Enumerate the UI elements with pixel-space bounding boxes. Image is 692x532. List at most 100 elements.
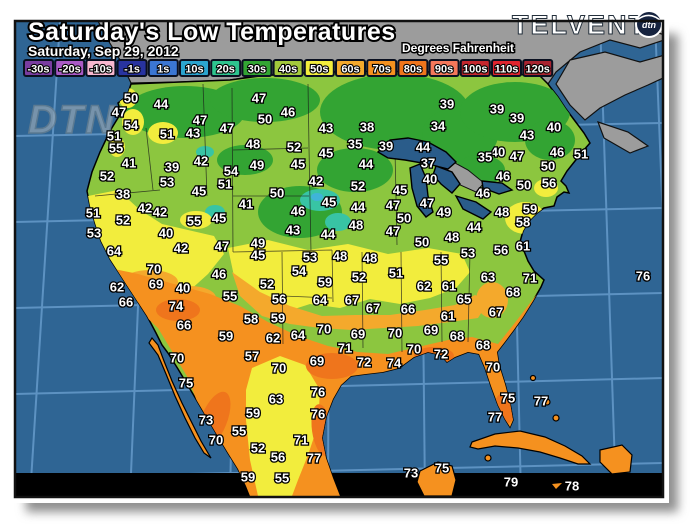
temp-label: 47 — [252, 91, 266, 106]
temp-label: 45 — [251, 248, 265, 263]
temp-label: 70 — [170, 351, 184, 366]
temp-label: 50 — [258, 112, 272, 127]
temp-label: 79 — [504, 475, 518, 490]
map-date: Saturday, Sep 29, 2012 — [28, 43, 179, 59]
dtn-watermark: DTN — [28, 98, 116, 142]
legend-chip-90s: 90s — [428, 59, 460, 77]
legend-chip-label: 70s — [373, 64, 391, 76]
temp-label: 44 — [467, 220, 482, 235]
temp-label: 51 — [574, 147, 588, 162]
temp-label: 54 — [224, 164, 239, 179]
temp-label: 51 — [389, 266, 403, 281]
temp-label: 42 — [138, 201, 152, 216]
temp-label: 70 — [272, 361, 286, 376]
temp-label: 69 — [351, 327, 365, 342]
legend-chip-label: 100s — [463, 64, 487, 76]
temp-label: 76 — [311, 385, 325, 400]
temp-label: 39 — [440, 97, 454, 112]
temp-label: 42 — [309, 174, 323, 189]
temp-label: 45 — [393, 183, 407, 198]
temp-label: 70 — [317, 322, 331, 337]
temp-label: 46 — [550, 145, 564, 160]
temp-label: 76 — [311, 407, 325, 422]
temp-label: 46 — [496, 169, 510, 184]
temp-label: 43 — [520, 128, 534, 143]
temp-label: 49 — [250, 158, 264, 173]
temp-label: 40 — [547, 120, 561, 135]
temp-label: 53 — [87, 226, 101, 241]
temp-label: 41 — [122, 156, 136, 171]
temp-label: 61 — [442, 279, 456, 294]
temp-label: 47 — [386, 224, 400, 239]
legend-chip-label: 1s — [157, 64, 169, 76]
temp-label: 48 — [363, 251, 377, 266]
temp-label: 42 — [194, 154, 208, 169]
temp-label: 50 — [124, 91, 138, 106]
temp-label: 64 — [107, 244, 122, 259]
legend-chip-label: -20s — [59, 64, 81, 76]
temp-label: 53 — [160, 175, 174, 190]
temp-label: 49 — [437, 205, 451, 220]
temp-label: 45 — [322, 195, 336, 210]
temp-label: 50 — [397, 211, 411, 226]
temp-label: 74 — [387, 356, 402, 371]
temperature-legend: -30s -20s -10s -1s 1s 10s 20s 30s 40s 50s 60s 70s 80… — [23, 59, 554, 77]
legend-chip--10s: -10s — [85, 59, 117, 77]
temp-label: 34 — [431, 119, 446, 134]
legend-chip-label: -1s — [124, 64, 140, 76]
temp-label: 51 — [107, 129, 121, 144]
temp-label: 43 — [186, 126, 200, 141]
temp-label: 40 — [491, 145, 505, 160]
temp-label: 51 — [86, 206, 100, 221]
temp-label: 59 — [523, 202, 537, 217]
temp-label: 59 — [219, 329, 233, 344]
temp-label: 45 — [319, 146, 333, 161]
temp-label: 43 — [286, 223, 300, 238]
temp-label: 71 — [294, 433, 308, 448]
temp-label: 52 — [352, 270, 366, 285]
legend-chip-40s: 40s — [272, 59, 304, 77]
temp-label: 46 — [281, 105, 295, 120]
temp-label: 73 — [199, 413, 213, 428]
temp-label: 48 — [333, 249, 347, 264]
temp-label: 61 — [441, 309, 455, 324]
temp-label: 42 — [174, 241, 188, 256]
legend-chip-1s: 1s — [147, 59, 179, 77]
legend-chip-label: 110s — [495, 64, 519, 76]
temp-label: 52 — [251, 441, 265, 456]
temp-label: 48 — [349, 218, 363, 233]
mexico-islands — [148, 336, 633, 497]
temp-label: 69 — [149, 277, 163, 292]
temp-label: 75 — [435, 461, 449, 476]
temp-label: 59 — [318, 275, 332, 290]
great-lakes — [376, 137, 514, 220]
temp-label: 75 — [501, 391, 515, 406]
temp-label: 66 — [119, 295, 133, 310]
brand-badge-label: dtn — [642, 20, 656, 30]
temp-label: 55 — [275, 471, 289, 486]
temp-label: 75 — [179, 376, 193, 391]
temp-label: 57 — [245, 349, 259, 364]
temp-label: 39 — [490, 102, 504, 117]
temp-label: 59 — [241, 470, 255, 485]
temp-label: 78 — [565, 479, 579, 494]
temp-label: 66 — [401, 302, 415, 317]
temp-label: 59 — [246, 406, 260, 421]
temp-label: 52 — [100, 169, 114, 184]
legend-chip-30s: 30s — [241, 59, 273, 77]
temp-label: 51 — [160, 127, 174, 142]
temp-label: 66 — [177, 318, 191, 333]
temp-label: 40 — [159, 226, 173, 241]
temp-label: 70 — [407, 342, 421, 357]
temp-label: 40 — [423, 172, 437, 187]
hispaniola — [599, 444, 633, 475]
legend-chip--1s: -1s — [116, 59, 148, 77]
temp-label: 47 — [386, 198, 400, 213]
legend-chip-20s: 20s — [210, 59, 242, 77]
temp-label: 56 — [272, 292, 286, 307]
weather-map: DTN — [15, 21, 663, 497]
island-marker-icon — [552, 483, 562, 489]
telvent-logo: TELVENT dtn — [512, 10, 663, 41]
